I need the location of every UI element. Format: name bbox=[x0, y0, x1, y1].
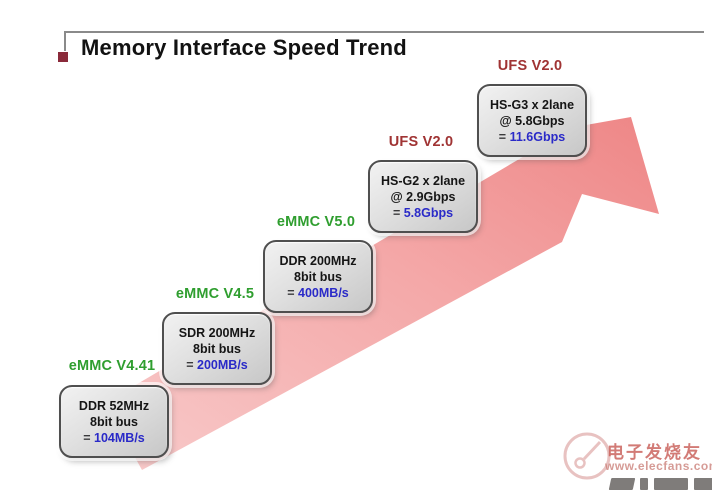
stage-spec-box: SDR 200MHz 8bit bus = 200MB/s bbox=[162, 312, 272, 385]
stage-version-label: UFS V2.0 bbox=[497, 58, 563, 74]
watermark-cutoff-text bbox=[608, 478, 712, 490]
header-rule-tick bbox=[64, 31, 66, 51]
spec-speed-line: = 400MB/s bbox=[287, 285, 349, 300]
spec-line-2: @ 2.9Gbps bbox=[390, 189, 456, 204]
spec-line-1: HS-G3 x 2lane bbox=[489, 97, 575, 112]
spec-speed-line: = 5.8Gbps bbox=[392, 205, 454, 220]
spec-speed-line: = 104MB/s bbox=[83, 430, 145, 445]
spec-line-1: DDR 52MHz bbox=[78, 398, 150, 413]
spec-line-1: HS-G2 x 2lane bbox=[380, 173, 466, 188]
spec-line-1: DDR 200MHz bbox=[279, 253, 357, 268]
elecfans-logo-icon bbox=[563, 432, 611, 480]
stage-spec-box: HS-G3 x 2lane @ 5.8Gbps = 11.6Gbps bbox=[477, 84, 587, 157]
stage-version-label: eMMC V4.41 bbox=[68, 358, 156, 374]
spec-speed-line: = 200MB/s bbox=[186, 357, 248, 372]
stage-spec-box: DDR 200MHz 8bit bus = 400MB/s bbox=[263, 240, 373, 313]
page-title: Memory Interface Speed Trend bbox=[81, 35, 407, 60]
watermark-brand: 电子发烧友 bbox=[607, 443, 702, 462]
title-bullet-square bbox=[58, 52, 68, 62]
stage-spec-box: DDR 52MHz 8bit bus = 104MB/s bbox=[59, 385, 169, 458]
watermark-url: www.elecfans.com bbox=[605, 459, 712, 473]
stage-version-label: eMMC V5.0 bbox=[276, 214, 356, 230]
spec-line-2: 8bit bus bbox=[193, 341, 241, 356]
spec-line-2: 8bit bus bbox=[294, 269, 342, 284]
spec-line-2: 8bit bus bbox=[90, 414, 138, 429]
spec-line-1: SDR 200MHz bbox=[178, 325, 256, 340]
spec-line-2: @ 5.8Gbps bbox=[499, 113, 565, 128]
stage-version-label: eMMC V4.5 bbox=[175, 286, 255, 302]
stage-spec-box: HS-G2 x 2lane @ 2.9Gbps = 5.8Gbps bbox=[368, 160, 478, 233]
header-rule bbox=[64, 31, 704, 33]
stage-version-label: UFS V2.0 bbox=[388, 134, 454, 150]
spec-speed-line: = 11.6Gbps bbox=[498, 129, 566, 144]
